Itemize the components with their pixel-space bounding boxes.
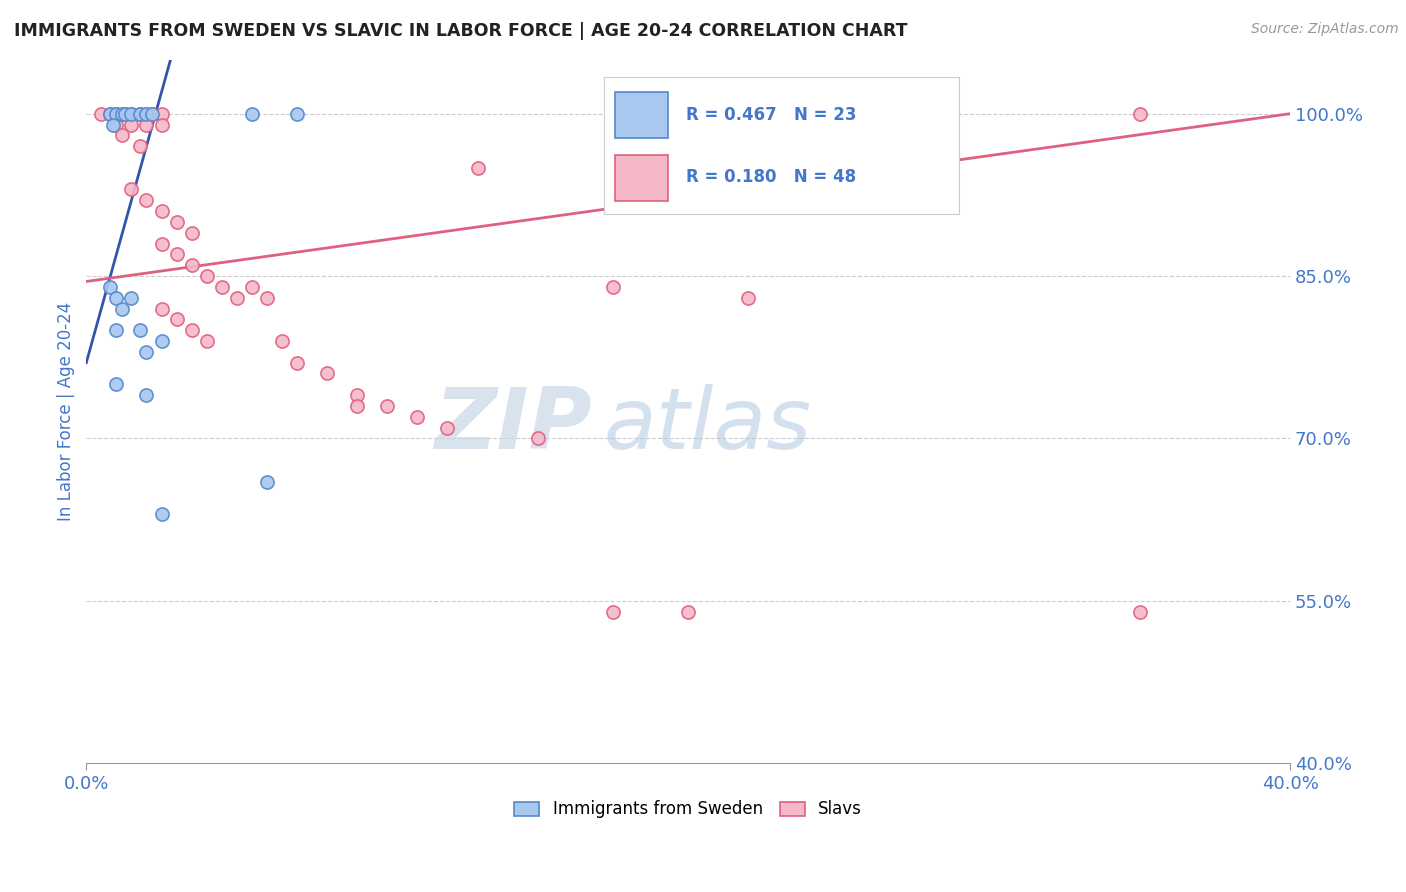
Point [105,106,128,120]
Point [135,344,157,359]
Point [256,291,278,305]
Point [105,118,128,132]
Point [98,106,121,120]
Point [111,106,134,120]
Point [316,367,339,381]
Point [105,106,128,120]
Point [195,268,218,283]
Point [105,377,128,392]
Point [180,323,202,337]
Point [676,605,699,619]
Point [105,291,128,305]
Point [120,182,142,196]
Point [166,215,188,229]
Text: atlas: atlas [605,384,811,467]
Point [180,226,202,240]
Point [150,106,173,120]
Point [114,106,136,120]
Point [135,106,157,120]
Point [129,106,152,120]
Point [98,280,121,294]
Point [240,280,263,294]
Point [120,118,142,132]
Point [602,605,624,619]
Point [111,301,134,316]
Point [150,507,173,521]
Point [129,106,152,120]
Point [526,432,548,446]
Point [1128,605,1150,619]
Point [135,118,157,132]
Point [120,106,142,120]
Text: ZIP: ZIP [434,384,592,467]
Point [141,106,163,120]
Point [240,106,263,120]
Point [141,106,163,120]
Point [180,258,202,272]
Point [346,388,368,402]
Point [285,356,308,370]
Point [150,118,173,132]
Point [737,291,759,305]
Point [129,323,152,337]
Point [166,247,188,261]
Point [256,475,278,489]
Point [120,106,142,120]
Point [150,301,173,316]
Text: Source: ZipAtlas.com: Source: ZipAtlas.com [1251,22,1399,37]
Y-axis label: In Labor Force | Age 20-24: In Labor Force | Age 20-24 [58,301,75,521]
Point [120,291,142,305]
Point [150,204,173,219]
Point [166,312,188,326]
Legend: Immigrants from Sweden, Slavs: Immigrants from Sweden, Slavs [508,794,869,825]
Point [406,409,429,424]
Point [270,334,292,348]
Text: IMMIGRANTS FROM SWEDEN VS SLAVIC IN LABOR FORCE | AGE 20-24 CORRELATION CHART: IMMIGRANTS FROM SWEDEN VS SLAVIC IN LABO… [14,22,907,40]
Point [111,128,134,143]
Point [105,323,128,337]
Point [211,280,233,294]
Point [602,280,624,294]
Point [103,118,125,132]
Point [375,399,398,413]
Point [225,291,247,305]
Point [195,334,218,348]
Point [135,106,157,120]
Point [150,334,173,348]
Point [135,388,157,402]
Point [135,194,157,208]
Point [467,161,489,175]
Point [1128,106,1150,120]
Point [346,399,368,413]
Point [98,106,121,120]
Point [90,106,112,120]
Point [114,106,136,120]
Point [285,106,308,120]
Point [150,236,173,251]
Point [436,420,458,434]
Point [129,139,152,153]
